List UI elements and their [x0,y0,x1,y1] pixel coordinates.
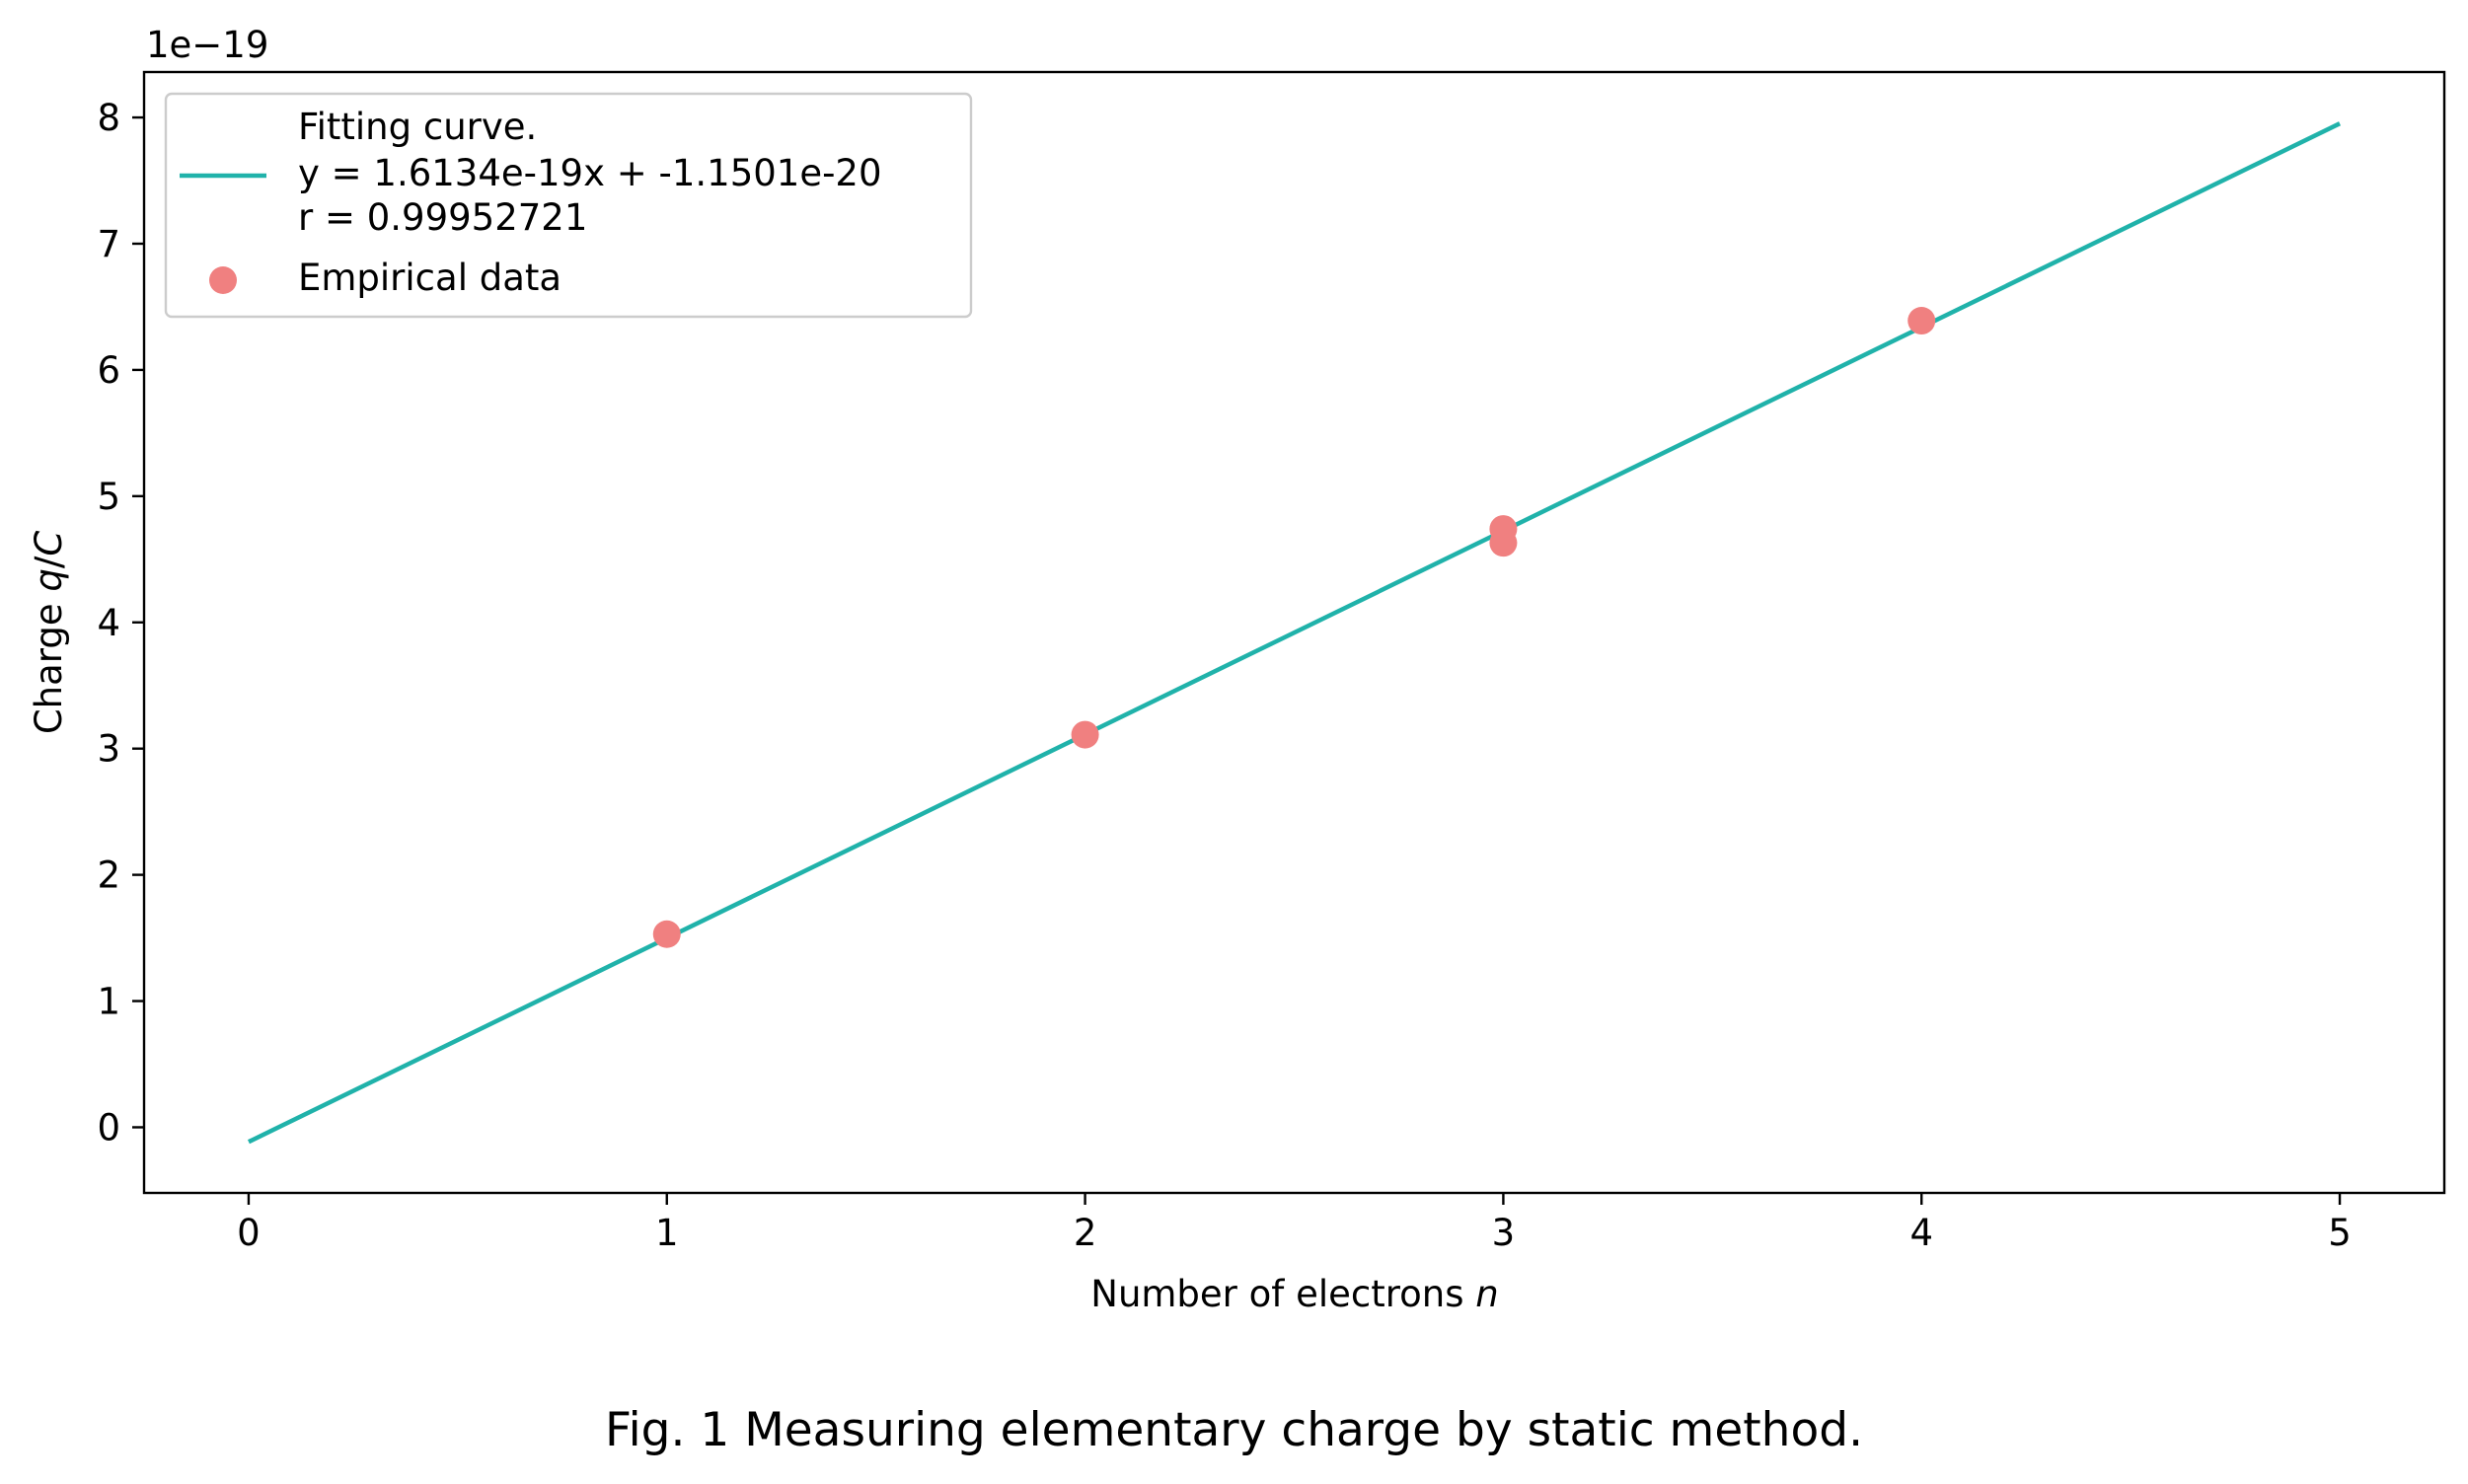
x-tick-label: 0 [237,1212,261,1254]
points-layer [652,307,1936,948]
data-point [1907,307,1936,335]
y-tick-label: 4 [97,602,120,644]
y-tick-label: 7 [97,223,120,265]
x-tick-label: 1 [655,1212,679,1254]
x-tick-label: 2 [1074,1212,1097,1254]
figure-caption: Fig. 1 Measuring elementary charge by st… [604,1403,1864,1457]
x-tick-label: 3 [1492,1212,1516,1254]
data-point [652,920,681,948]
legend-points-swatch [209,266,237,294]
legend-points-label: Empirical data [298,257,561,299]
data-point [1489,529,1518,557]
y-tick-label: 6 [97,349,120,392]
legend-fit-line-3: r = 0.99952721 [298,196,587,239]
y-tick-label: 3 [97,728,120,771]
x-tick-label: 4 [1909,1212,1933,1254]
y-tick-label: 2 [97,854,120,897]
y-offset-label: 1e−19 [146,24,268,66]
fit-layer [247,121,2342,1145]
legend-fit-line-2: y = 1.6134e-19x + -1.1501e-20 [298,152,882,194]
x-tick-label: 5 [2328,1212,2352,1254]
legend-fit-line-1: Fitting curve. [298,106,537,148]
y-tick-label: 0 [97,1106,120,1149]
legend-box [164,92,973,319]
x-axis-label: Number of electrons n [1090,1273,1498,1315]
y-tick-label: 5 [97,476,120,518]
y-tick-label: 8 [97,97,120,139]
y-axis-label: Charge q/C [28,531,70,735]
ticks-layer: 0 1 2 3 4 5 0 1 2 3 4 5 6 7 8 [97,97,2351,1254]
plot-frame [142,70,2446,1195]
fit-line [247,121,2342,1145]
data-point [1071,720,1099,749]
y-tick-label: 1 [97,981,120,1023]
legend: Fitting curve. y = 1.6134e-19x + -1.1501… [164,92,973,319]
